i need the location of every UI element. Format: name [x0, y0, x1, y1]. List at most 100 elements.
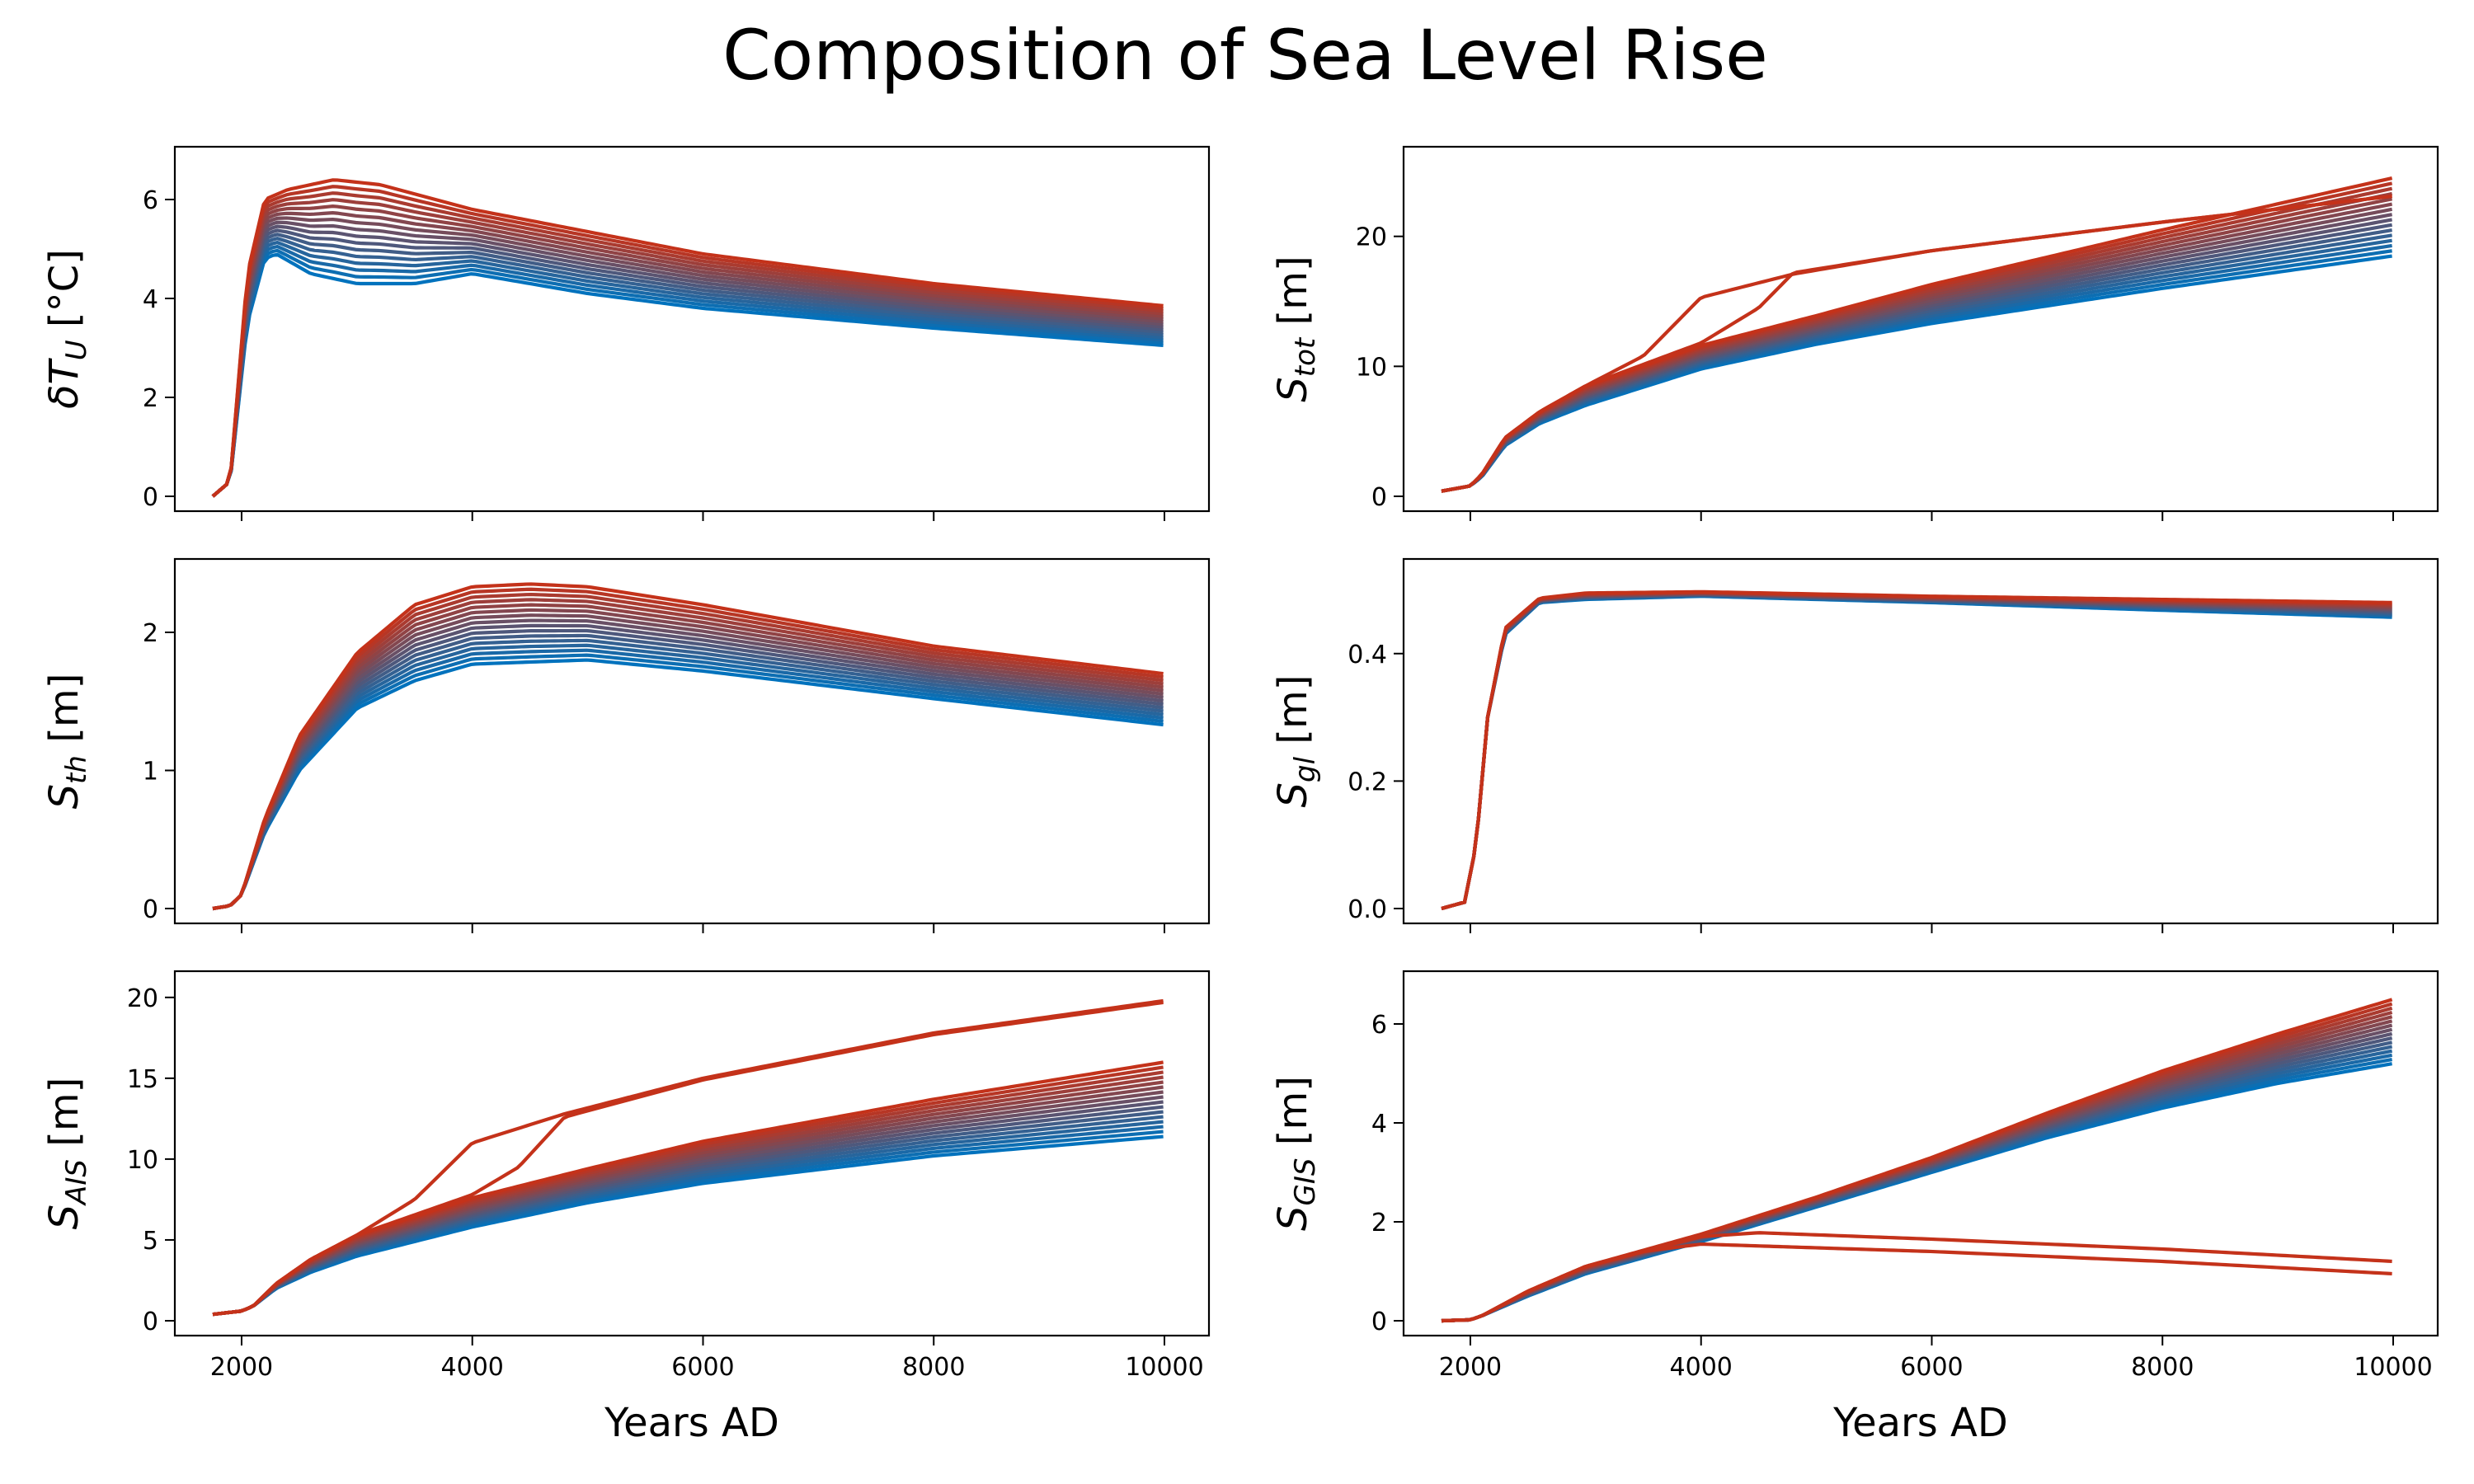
series-line	[212, 618, 1164, 911]
chart-panel-top-right: 0 10 20 Stot [m]	[1270, 145, 2439, 521]
series-line	[212, 608, 1164, 911]
x-tick-label: 10000	[1125, 1353, 1203, 1382]
series-line	[211, 210, 1164, 498]
y-axis-label-subscript: th	[60, 755, 93, 784]
y-tick-label: 2	[1371, 1209, 1387, 1237]
y-axis-label-base: S	[1270, 1205, 1316, 1230]
series-line	[1441, 1053, 2392, 1323]
series-line	[1441, 1049, 2393, 1323]
series-line	[212, 1100, 1164, 1317]
chart-panel-middle-right: 0.0 0.2 0.4 Sgl [m]	[1270, 557, 2439, 933]
series-line	[211, 178, 1164, 498]
series-line	[212, 658, 1164, 911]
series-line	[1441, 1062, 2392, 1323]
y-tick-label: 15	[127, 1065, 158, 1094]
series-line	[1441, 594, 2392, 911]
series-group	[211, 178, 1164, 498]
series-line	[211, 191, 1164, 498]
series-line	[211, 185, 1164, 498]
series-line	[211, 237, 1164, 498]
y-tick-label: 10	[127, 1146, 158, 1175]
series-line	[1441, 243, 2392, 493]
plot-frame	[173, 145, 1211, 513]
x-tick-label: 6000	[671, 1353, 734, 1382]
series-line	[212, 628, 1164, 911]
series-line	[1441, 589, 2392, 911]
series-line	[1441, 590, 2392, 911]
series-line	[212, 1095, 1164, 1317]
series-line	[212, 1110, 1164, 1317]
x-axis-label: Years AD	[1832, 1400, 2008, 1446]
y-tick-label: 0	[143, 483, 158, 512]
y-axis-label-subscript: gl	[1289, 756, 1322, 782]
outlier-series-line	[1441, 194, 2392, 493]
series-line	[211, 228, 1164, 498]
y-tick-label: 4	[1371, 1110, 1387, 1139]
series-line	[1441, 593, 2392, 911]
plot-frame	[1402, 557, 2439, 925]
series-line	[211, 252, 1164, 498]
x-tick-label: 2000	[1439, 1353, 1502, 1382]
y-axis-label-base: δT	[41, 358, 87, 409]
y-axis-label-unit: [m]	[1270, 675, 1316, 757]
y-tick-label: 6	[1371, 1011, 1387, 1040]
x-tick-label: 6000	[1900, 1353, 1963, 1382]
y-tick-label: 4	[143, 285, 158, 314]
series-line	[1441, 213, 2392, 493]
series-line	[212, 1070, 1164, 1317]
x-tick-label: 8000	[902, 1353, 965, 1382]
series-line	[1441, 223, 2392, 493]
y-axis-label-unit: [m]	[1270, 1076, 1316, 1158]
figure-title: Composition of Sea Level Rise	[722, 15, 1768, 96]
series-line	[211, 244, 1164, 498]
chart-panel-middle-left: 0 1 2 Sth [m]	[41, 557, 1211, 933]
y-tick-label: 0.0	[1348, 895, 1387, 924]
series-line	[212, 1075, 1164, 1317]
series-group	[1441, 589, 2392, 911]
y-tick-label: 0.2	[1348, 768, 1387, 796]
y-tick-label: 6	[143, 186, 158, 215]
series-line	[1441, 1057, 2392, 1323]
series-line	[212, 1090, 1164, 1317]
x-axis-label: Years AD	[604, 1400, 779, 1446]
y-tick-label: 0.4	[1348, 641, 1387, 669]
outlier-series-line	[212, 1000, 1164, 1317]
series-line	[212, 603, 1164, 911]
y-tick-label: 2	[143, 384, 158, 413]
y-tick-label: 20	[127, 984, 158, 1013]
series-line	[1441, 594, 2392, 911]
series-line	[212, 1085, 1164, 1317]
series-group	[212, 582, 1164, 911]
outlier-series-line	[1441, 1231, 2392, 1323]
series-line	[212, 1080, 1164, 1317]
series-line	[212, 587, 1164, 911]
y-tick-label: 10	[1356, 353, 1387, 382]
y-axis-label-subscript: U	[60, 340, 93, 360]
series-line	[1441, 591, 2392, 911]
series-line	[1441, 591, 2392, 911]
x-tick-label: 8000	[2131, 1353, 2194, 1382]
series-line	[212, 592, 1164, 911]
y-axis-label-subscript: tot	[1289, 336, 1322, 377]
y-axis-label-subscript: AIS	[60, 1159, 93, 1206]
series-line	[212, 613, 1164, 911]
series-group	[1441, 998, 2393, 1323]
series-line	[212, 598, 1164, 911]
y-axis-label: SGIS [m]	[1270, 1076, 1322, 1231]
y-tick-label: 1	[143, 758, 158, 787]
series-line	[1441, 593, 2392, 911]
y-tick-label: 0	[1371, 1308, 1387, 1336]
y-tick-label: 0	[143, 895, 158, 924]
series-line	[1441, 238, 2392, 493]
series-line	[212, 1105, 1164, 1317]
plot-frame	[1402, 970, 2439, 1337]
series-line	[1441, 228, 2392, 493]
series-line	[1441, 592, 2392, 911]
x-tick-label: 10000	[2354, 1353, 2432, 1382]
series-line	[211, 216, 1164, 498]
series-line	[212, 643, 1164, 911]
x-tick-label: 4000	[1670, 1353, 1733, 1382]
chart-panel-bottom-left: 2000 4000 6000 8000 10000 0 5 10 15 20 SAIS [m] Yea…	[41, 970, 1211, 1446]
y-tick-label: 2	[143, 619, 158, 648]
